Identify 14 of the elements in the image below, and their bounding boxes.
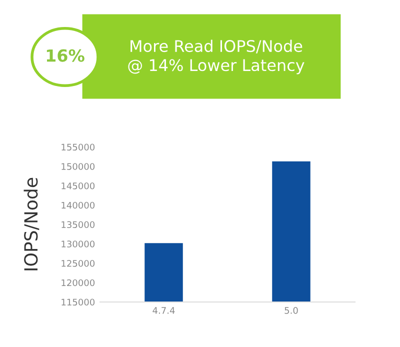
y-tick-label: 155000 — [62, 144, 95, 151]
y-tick-label: 140000 — [62, 202, 95, 209]
y-tick-label: 120000 — [62, 279, 95, 286]
y-tick-label: 130000 — [62, 240, 95, 248]
text: 16% — [46, 49, 84, 62]
x-tick-label: 4.7.4 — [152, 307, 175, 314]
x-tick-label: 5.0 — [284, 307, 298, 314]
y-tick-label: 125000 — [62, 260, 95, 267]
y-tick-label: 145000 — [62, 182, 95, 190]
y-tick-label: 135000 — [62, 221, 95, 228]
y-tick-label: 150000 — [62, 163, 95, 170]
y-tick-label: 115000 — [62, 298, 95, 306]
y-axis-title: IOPS/Node — [24, 178, 40, 270]
chart-title: More Read IOPS/Node @ 14% Lower Latency — [128, 40, 304, 74]
